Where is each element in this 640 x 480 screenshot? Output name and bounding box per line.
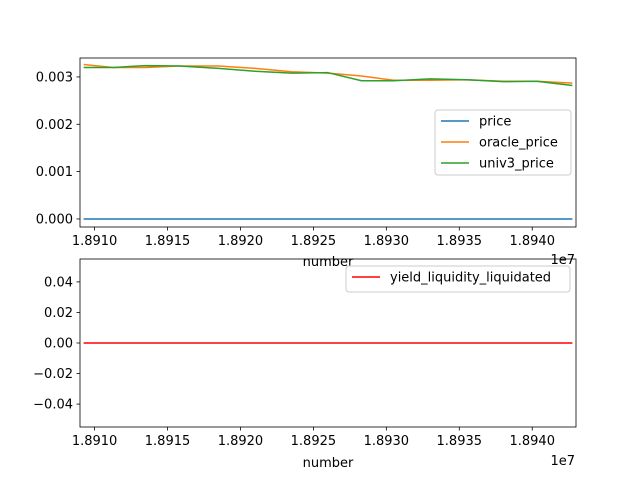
bottom-chart-x-tick-label: 1.8935: [437, 434, 483, 449]
bottom-chart-x-tick-label: 1.8910: [72, 434, 118, 449]
top-chart-legend-box: [434, 109, 572, 176]
bottom-chart-x-tick-label: 1.8940: [509, 434, 555, 449]
top-chart-x-tick-label: 1.8935: [437, 234, 483, 249]
bottom-chart-legend-label-yield-liquidity-liquidated: yield_liquidity_liquidated: [390, 271, 551, 286]
bottom-chart-plot-area: 1.8910 1.8915 1.8920 1.8925 1.8930 1.8935 1.89…: [33, 258, 577, 449]
top-chart-x-tick-label: 1.8920: [218, 234, 264, 249]
top-chart-legend-label-oracle-price: oracle_price: [479, 136, 558, 151]
top-chart-panel: 1.8910 1.8915 1.8920 1.8925 1.8930 1.8935 1.89…: [36, 57, 577, 270]
bottom-chart-legend: yield_liquidity_liquidated: [345, 265, 571, 293]
bottom-chart-x-axis-label: number: [303, 456, 354, 471]
bottom-chart-y-tick-label: 0.04: [44, 275, 73, 290]
top-chart-x-tick-label: 1.8925: [291, 234, 337, 249]
top-chart-x-tick-label: 1.8940: [509, 234, 555, 249]
bottom-chart-x-tick-label: 1.8930: [364, 434, 410, 449]
bottom-chart-y-tick-label: −0.02: [33, 367, 73, 382]
bottom-chart-y-tick-label: −0.04: [33, 398, 73, 413]
bottom-chart-x-tick-label: 1.8925: [291, 434, 337, 449]
top-chart-legend-label-univ3-price: univ3_price: [479, 157, 554, 172]
bottom-chart-x-tick-label: 1.8920: [218, 434, 264, 449]
top-chart-x-tick-label: 1.8915: [145, 234, 191, 249]
top-chart-series-line-univ3-price: [83, 64, 573, 87]
top-chart-y-tick-label: 0.003: [36, 70, 73, 85]
top-chart-y-tick-label: 0.002: [36, 118, 73, 133]
top-chart-x-offset-text: 1e7: [550, 253, 575, 268]
top-chart-x-tick-label: 1.8910: [72, 234, 118, 249]
top-chart-x-tick-label: 1.8930: [364, 234, 410, 249]
top-chart-axes-frame: [79, 57, 577, 228]
top-chart-plot-area: 1.8910 1.8915 1.8920 1.8925 1.8930 1.8935 1.89…: [36, 57, 577, 249]
bottom-chart-panel: 1.8910 1.8915 1.8920 1.8925 1.8930 1.8935 1.89…: [33, 258, 577, 471]
bottom-chart-x-tick-label: 1.8915: [145, 434, 191, 449]
top-chart-legend: price oracle_price univ3_price: [434, 109, 572, 176]
bottom-chart-legend-box: [345, 265, 571, 293]
bottom-chart-x-offset-text: 1e7: [550, 454, 575, 469]
bottom-chart-y-tick-label: 0.00: [44, 337, 73, 352]
top-chart-legend-label-price: price: [479, 115, 511, 130]
top-chart-y-tick-label: 0.000: [36, 212, 73, 227]
bottom-chart-y-tick-label: 0.02: [44, 306, 73, 321]
top-chart-y-tick-label: 0.001: [36, 165, 73, 180]
